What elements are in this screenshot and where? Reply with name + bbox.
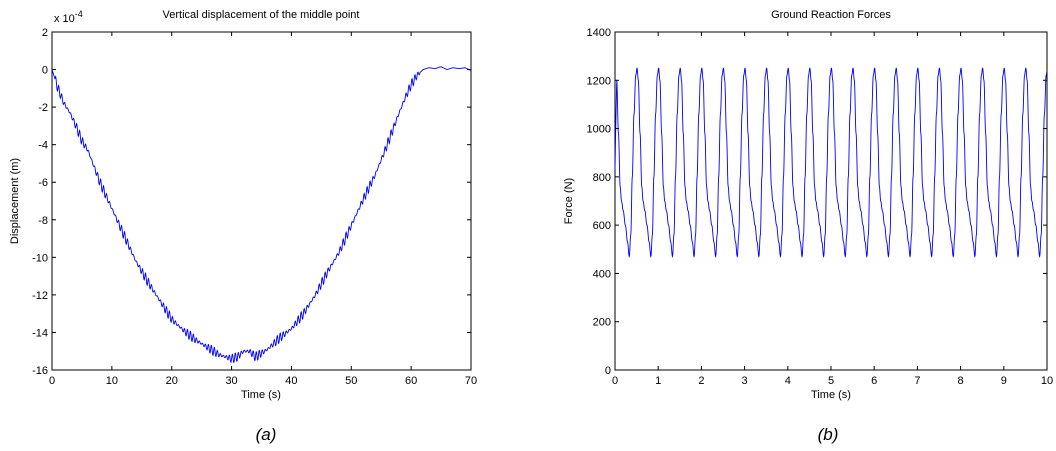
chart-a-title: Vertical displacement of the middle poin… xyxy=(163,9,360,21)
chart-a-ytick-label: -14 xyxy=(32,327,48,339)
chart-b-xtick-label: 5 xyxy=(828,375,834,387)
chart-b-ytick-label: 800 xyxy=(593,172,611,184)
chart-a-exponent-power: -4 xyxy=(75,9,83,19)
chart-b: Ground Reaction Forces Time (s) Force (N… xyxy=(563,9,1053,444)
chart-a-ytick-label: 2 xyxy=(42,27,48,39)
chart-a-series-line xyxy=(51,66,472,364)
chart-b-ylabel: Force (N) xyxy=(563,178,575,224)
chart-b-caption: (b) xyxy=(818,425,839,444)
chart-a-ylabel: Displacement (m) xyxy=(9,158,21,244)
chart-b-xtick-label: 0 xyxy=(612,375,618,387)
chart-b-ytick-label: 400 xyxy=(593,268,611,280)
chart-b-xlabel: Time (s) xyxy=(811,389,851,401)
chart-a-xtick-label: 10 xyxy=(106,375,118,387)
chart-a-ytick-label: -12 xyxy=(32,290,48,302)
chart-b-series-line xyxy=(614,67,1048,258)
chart-b-plot-area xyxy=(614,31,1048,371)
chart-b-xtick-label: 7 xyxy=(914,375,920,387)
chart-a-xtick-label: 60 xyxy=(405,375,417,387)
chart-b-xtick-label: 9 xyxy=(1001,375,1007,387)
chart-b-xtick-label: 10 xyxy=(1041,375,1053,387)
chart-a-ytick-label: -6 xyxy=(38,177,48,189)
chart-a-xtick-label: 40 xyxy=(285,375,297,387)
chart-a-xtick-label: 70 xyxy=(465,375,477,387)
chart-a-xtick-label: 30 xyxy=(225,375,237,387)
chart-b-ytick-label: 1400 xyxy=(587,27,611,39)
chart-a-ytick-label: -16 xyxy=(32,365,48,377)
chart-a: Vertical displacement of the middle poin… xyxy=(9,9,477,444)
chart-a-xlabel: Time (s) xyxy=(241,389,281,401)
chart-b-ytick-label: 1200 xyxy=(587,75,611,87)
chart-a-plot-area xyxy=(51,31,472,371)
chart-a-caption: (a) xyxy=(256,425,277,444)
chart-a-ytick-label: -4 xyxy=(38,140,48,152)
chart-a-ytick-label: -8 xyxy=(38,215,48,227)
chart-a-exponent: x 10-4 xyxy=(54,9,83,25)
chart-a-xtick-label: 50 xyxy=(345,375,357,387)
chart-b-xtick-label: 6 xyxy=(871,375,877,387)
chart-b-ytick-label: 0 xyxy=(605,365,611,377)
chart-b-xtick-label: 1 xyxy=(655,375,661,387)
chart-a-ytick-label: -10 xyxy=(32,252,48,264)
chart-a-ytick-label: 0 xyxy=(42,65,48,77)
chart-b-ytick-label: 600 xyxy=(593,220,611,232)
chart-b-xtick-label: 3 xyxy=(742,375,748,387)
chart-b-ytick-label: 1000 xyxy=(587,124,611,136)
chart-a-xtick-label: 0 xyxy=(49,375,55,387)
chart-b-title: Ground Reaction Forces xyxy=(771,9,891,21)
chart-b-xtick-label: 2 xyxy=(698,375,704,387)
chart-b-xtick-label: 4 xyxy=(785,375,791,387)
chart-b-xtick-label: 8 xyxy=(958,375,964,387)
chart-b-ytick-label: 200 xyxy=(593,317,611,329)
chart-a-ytick-label: -2 xyxy=(38,102,48,114)
chart-a-xtick-label: 20 xyxy=(166,375,178,387)
chart-a-exponent-base: x 10 xyxy=(54,13,75,25)
